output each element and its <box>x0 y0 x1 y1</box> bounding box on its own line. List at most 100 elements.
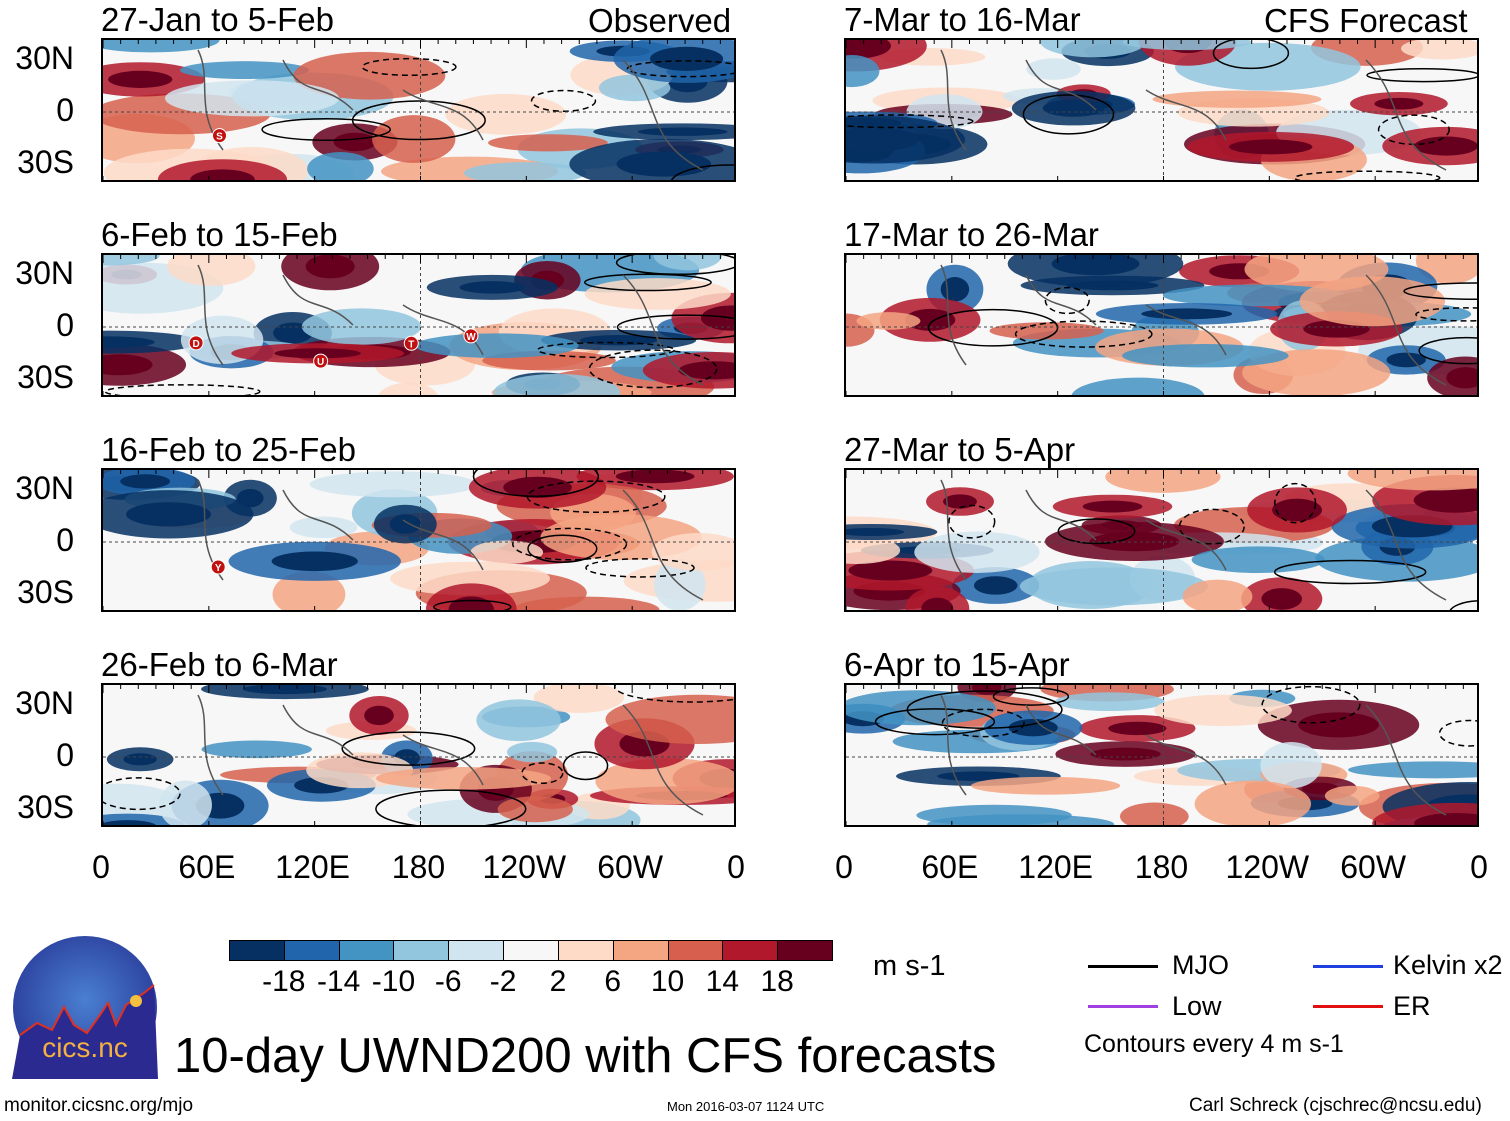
cics-logo: cics.nc <box>12 935 158 1079</box>
wind-anomaly-core <box>937 771 1020 782</box>
lat-label: 30S <box>17 574 74 610</box>
lat-label: 30N <box>15 685 74 721</box>
wind-anomaly-shading <box>470 540 544 564</box>
colorbar-swatch <box>503 940 559 961</box>
wind-anomaly-core <box>305 255 355 279</box>
wind-anomaly-shading <box>309 471 478 498</box>
wind-anomaly-core <box>190 169 255 180</box>
mjo-contour <box>511 527 628 561</box>
mjo-contour <box>1293 170 1441 180</box>
coastlines <box>940 694 1447 816</box>
wind-anomaly-core <box>1089 531 1180 552</box>
contour-note: Contours every 4 m s-1 <box>1084 1030 1344 1058</box>
colorbar-label: 18 <box>760 965 794 998</box>
legend-kelvin: Kelvin x2 <box>1393 950 1503 980</box>
wind-anomaly-core <box>1108 721 1167 736</box>
wind-anomaly-core <box>1082 500 1143 513</box>
wind-anomaly-shading <box>414 333 579 358</box>
wind-anomaly-shading <box>846 536 901 565</box>
wind-anomaly-shading <box>1260 741 1322 789</box>
mjo-contour <box>1366 67 1477 83</box>
wind-anomaly-core <box>1414 812 1477 825</box>
lon-label: 0 <box>835 849 853 885</box>
wind-anomaly-shading <box>289 516 358 539</box>
wind-anomaly-shading <box>605 694 734 744</box>
wind-anomaly-core <box>1446 367 1477 389</box>
wind-anomaly-shading <box>1121 344 1289 368</box>
footer-timestamp: Mon 2016-03-07 1124 UTC <box>667 1099 825 1114</box>
wind-anomaly-shading <box>970 776 1121 795</box>
legend-low: Low <box>1172 991 1222 1021</box>
wind-anomaly-shading <box>179 61 309 80</box>
wind-anomaly-core <box>650 46 724 71</box>
wind-anomaly-shading <box>201 740 312 759</box>
colorbar-swatch <box>229 940 285 961</box>
mjo-contour <box>1415 307 1477 322</box>
mjo-contour <box>1418 336 1477 365</box>
lon-label: 60W <box>597 849 664 885</box>
mjo-contour <box>472 470 600 498</box>
lon-label: 60W <box>1340 849 1407 885</box>
coastlines <box>940 49 1447 171</box>
wind-anomaly-shading <box>1347 470 1477 491</box>
wind-anomaly-core <box>1374 97 1424 110</box>
wind-anomaly-core <box>678 361 734 380</box>
storm-label: D <box>192 339 199 350</box>
lat-label: 30S <box>17 359 74 395</box>
wind-anomaly-core <box>700 305 734 331</box>
kelvin-line-swatch <box>1313 965 1383 968</box>
mjo-contour <box>1438 719 1477 747</box>
wind-anomaly-shading <box>1194 780 1312 825</box>
map-panel <box>844 38 1479 182</box>
wind-anomaly-shading <box>846 690 996 726</box>
wind-anomaly-core <box>1051 255 1140 276</box>
lon-label: 60E <box>921 849 979 885</box>
wind-anomaly-core <box>448 596 494 610</box>
mjo-contour <box>1261 685 1361 724</box>
wind-anomaly-shading <box>989 322 1104 340</box>
lat-label: 30N <box>15 255 74 291</box>
colorbar-swatch <box>393 940 450 961</box>
wind-anomaly-shading <box>1324 785 1380 806</box>
wind-anomaly-core <box>848 560 933 581</box>
wind-anomaly-shading <box>164 80 340 117</box>
storm-label: W <box>466 332 476 343</box>
lat-label: 0 <box>56 307 74 343</box>
wind-anomaly-shading <box>1122 40 1252 51</box>
mjo-contour <box>1274 482 1317 524</box>
wind-anomaly-core <box>943 494 977 509</box>
mjo-contour <box>521 762 564 785</box>
colorbar-swatch <box>667 940 724 961</box>
colorbar-label: 6 <box>604 965 622 998</box>
mjo-contour <box>1449 600 1477 610</box>
wind-anomaly-shading <box>1182 579 1253 610</box>
lon-label: 180 <box>1134 849 1189 885</box>
wind-anomaly-shading <box>390 561 551 596</box>
colorbar-swatch <box>722 940 779 961</box>
colorbar-label: 14 <box>705 965 740 998</box>
wind-anomaly-shading <box>598 74 671 102</box>
wind-anomaly-shading <box>307 151 374 180</box>
colorbar-label: -6 <box>434 965 462 998</box>
mjo-contour <box>846 114 974 129</box>
wind-anomaly-core <box>615 470 695 484</box>
footer-author: Carl Schreck (cjschrec@ncsu.edu) <box>1189 1095 1482 1116</box>
wind-anomaly-shading <box>916 804 1072 825</box>
wind-anomaly-shading <box>293 51 446 100</box>
wind-anomaly-shading <box>1401 40 1477 60</box>
mjo-line-swatch <box>1088 965 1158 968</box>
low-line-swatch <box>1088 1005 1158 1008</box>
footer-url[interactable]: monitor.cicsnc.org/mjo <box>4 1095 194 1116</box>
lat-label: 0 <box>56 522 74 558</box>
map-panel <box>844 468 1479 612</box>
er-line-swatch <box>1313 1005 1383 1008</box>
logo-text: cics.nc <box>42 1032 128 1063</box>
wind-anomaly-shading <box>653 255 723 271</box>
figure-title: 10-day UWND200 with CFS forecasts <box>174 1029 997 1083</box>
mjo-contour <box>351 100 486 141</box>
panel-title: 27-Jan to 5-Feb <box>101 1 334 38</box>
coastlines <box>940 479 1447 601</box>
colorbar-label: -18 <box>262 965 306 998</box>
mjo-contour <box>948 504 996 539</box>
colorbar-label: -10 <box>371 965 416 998</box>
